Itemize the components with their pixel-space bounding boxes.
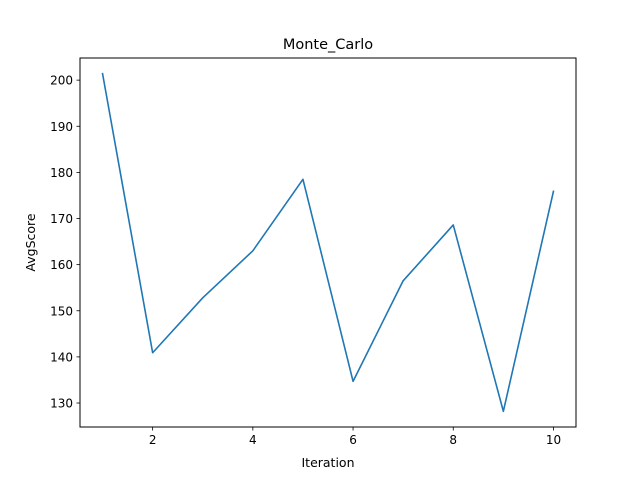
plot-frame (79, 57, 577, 428)
plot-area (80, 58, 576, 427)
y-tick-label: 160 (50, 258, 73, 272)
y-tick-label: 200 (50, 74, 73, 88)
series-line (101, 72, 555, 413)
y-axis-label: AvgScore (23, 213, 38, 271)
x-tick-label: 4 (249, 433, 257, 447)
chart-title: Monte_Carlo (283, 37, 373, 53)
y-tick-label: 140 (50, 350, 73, 364)
y-tick-label: 190 (50, 120, 73, 134)
y-tick-label: 180 (50, 166, 73, 180)
y-axis-ticks: 130 140 150 160 170 180 190 200 (50, 74, 80, 411)
x-tick-label: 8 (449, 433, 457, 447)
x-axis-label: Iteration (301, 455, 354, 470)
x-tick-label: 2 (149, 433, 157, 447)
y-tick-label: 150 (50, 304, 73, 318)
series-layer (101, 72, 555, 413)
x-tick-label: 10 (546, 433, 561, 447)
y-tick-label: 130 (50, 397, 73, 411)
x-axis-ticks: 2 4 6 8 10 (149, 427, 561, 447)
x-tick-label: 6 (349, 433, 357, 447)
y-tick-label: 170 (50, 212, 73, 226)
